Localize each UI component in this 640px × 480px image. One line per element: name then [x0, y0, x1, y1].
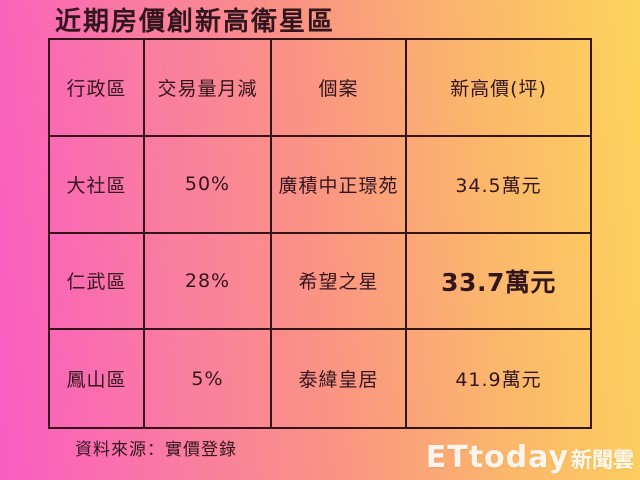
header-cell-new-high-price: 新高價(坪): [407, 40, 590, 137]
cell-district-row3: 鳳山區: [50, 330, 145, 427]
cell-price-row1: 34.5萬元: [407, 137, 590, 234]
housing-price-table: 行政區 交易量月減 個案 新高價(坪) 大社區 50% 廣積中正璟苑 34.5萬…: [48, 38, 592, 429]
cell-case-row2: 希望之星: [272, 233, 407, 331]
cell-district-row2: 仁武區: [50, 233, 145, 331]
cell-volume-drop-row3: 5%: [145, 330, 272, 427]
cell-volume-drop-row2: 28%: [145, 233, 272, 331]
cell-case-row1: 廣積中正璟苑: [272, 136, 407, 234]
header-cell-case: 個案: [272, 40, 407, 137]
page-title: 近期房價創新高衛星區: [55, 7, 336, 37]
ettoday-watermark: ETtoday 新聞雲: [426, 440, 634, 475]
cell-case-row3: 泰緯皇居: [272, 330, 407, 427]
cell-volume-drop-row1: 50%: [145, 136, 272, 234]
header-cell-district: 行政區: [50, 40, 145, 137]
ettoday-logo-suffix: 新聞雲: [571, 448, 634, 472]
cell-price-row2-highlighted: 33.7萬元: [407, 234, 590, 331]
data-source-caption: 資料來源：實價登錄: [75, 440, 237, 460]
header-cell-volume-drop: 交易量月減: [145, 40, 272, 137]
ettoday-logo-text: ETtoday: [425, 440, 569, 475]
cell-price-row3: 41.9萬元: [455, 369, 542, 392]
cell-district-row1: 大社區: [50, 136, 145, 234]
